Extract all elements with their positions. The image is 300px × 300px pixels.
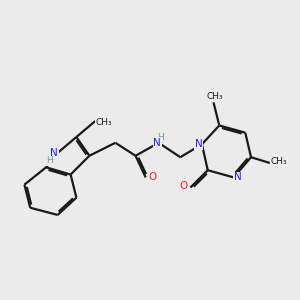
Text: N: N [195, 139, 203, 149]
Text: H: H [157, 133, 164, 142]
Text: N: N [234, 172, 242, 182]
Text: CH₃: CH₃ [95, 118, 112, 127]
Text: O: O [179, 181, 187, 191]
Text: N: N [50, 148, 58, 158]
Text: N: N [153, 138, 161, 148]
Text: CH₃: CH₃ [207, 92, 223, 101]
Text: O: O [149, 172, 157, 182]
Text: H: H [46, 157, 53, 166]
Text: CH₃: CH₃ [271, 157, 287, 166]
